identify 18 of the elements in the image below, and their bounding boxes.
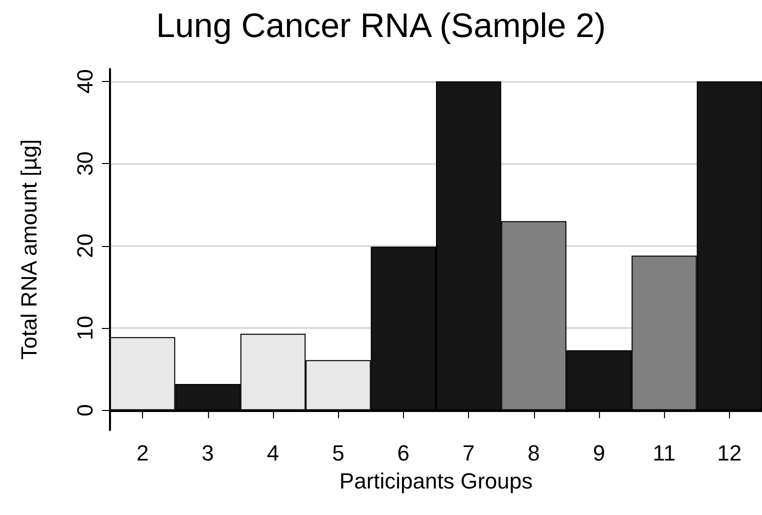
x-tick-label: 6: [397, 440, 410, 466]
x-axis-title: Participants Groups: [339, 468, 533, 494]
x-tick-label: 3: [202, 440, 214, 466]
x-tick-label: 7: [462, 440, 475, 466]
x-tick-label: 8: [528, 440, 540, 466]
x-tick-label: 12: [717, 440, 742, 466]
y-tick-label: 10: [72, 316, 98, 340]
y-tick-label: 40: [72, 69, 98, 94]
y-tick-label: 30: [72, 151, 98, 176]
chart-title: Lung Cancer RNA (Sample 2): [156, 7, 606, 45]
y-axis-title: Total RNA amount [µg]: [16, 139, 42, 360]
y-tick-label: 20: [72, 234, 98, 258]
x-tick-label: 9: [592, 440, 606, 466]
x-tick-label: 5: [332, 440, 344, 466]
x-tick-label: 4: [266, 440, 280, 466]
x-tick-label: 11: [652, 440, 676, 466]
y-tick-label: 0: [72, 404, 98, 416]
x-tick-label: 2: [136, 440, 149, 466]
